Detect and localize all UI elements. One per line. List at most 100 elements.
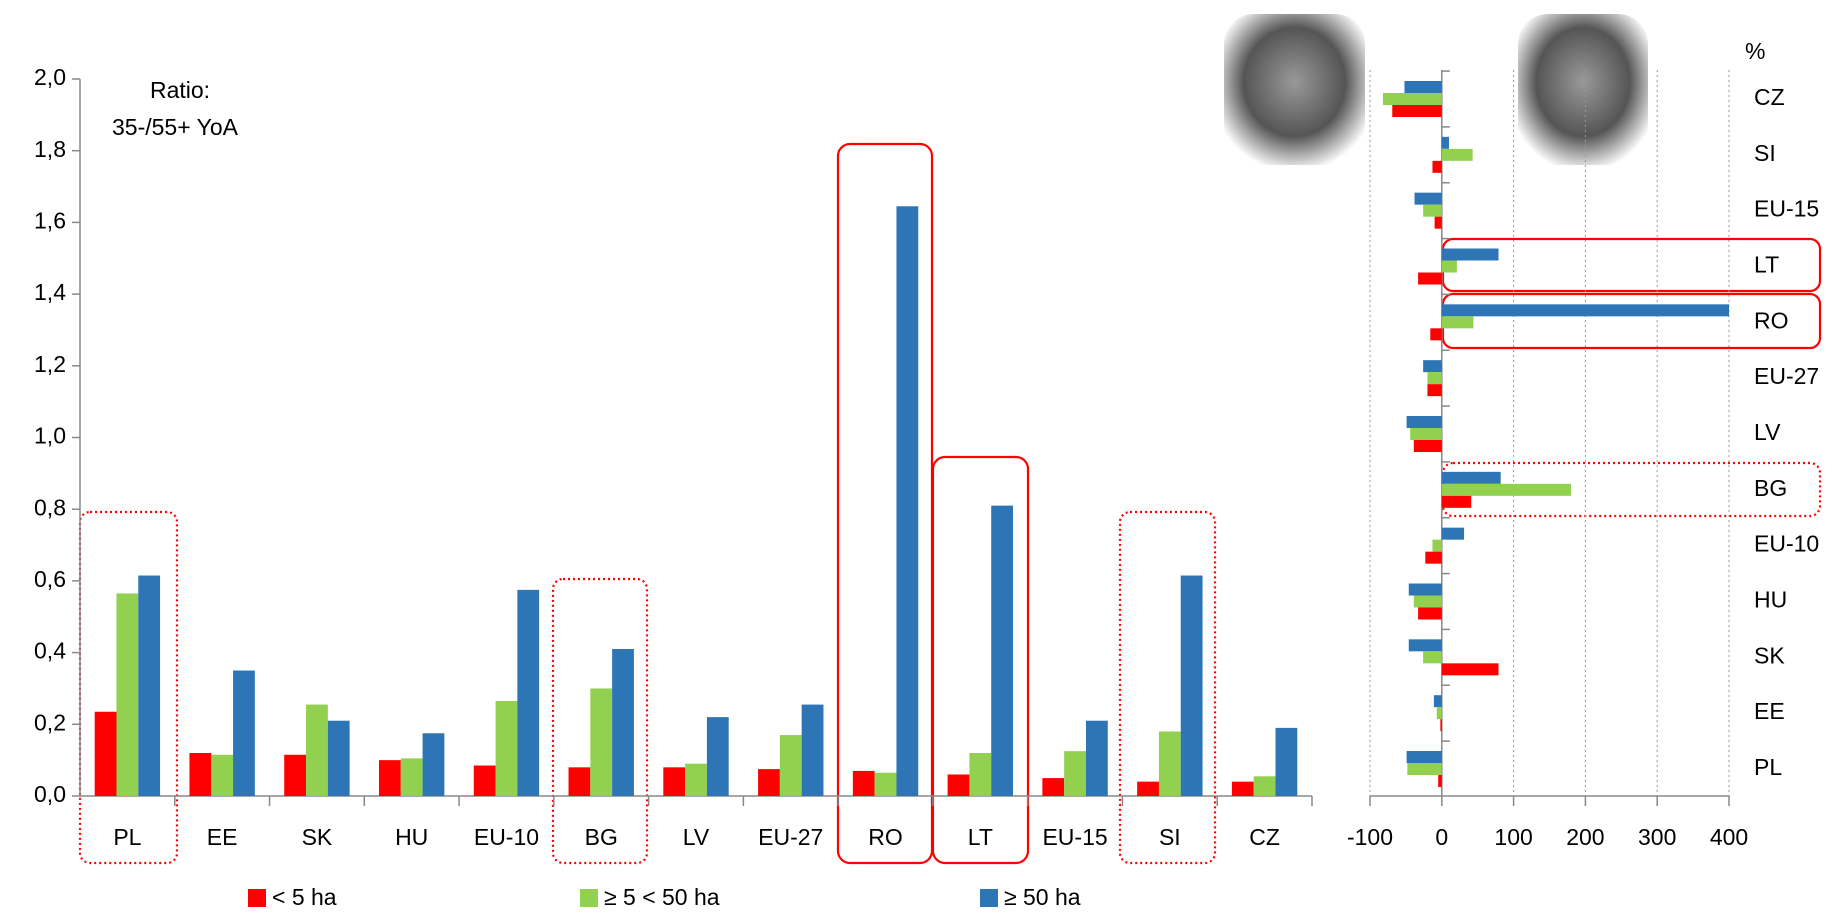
bar <box>1137 781 1159 796</box>
bar <box>1406 751 1442 763</box>
bar <box>1423 204 1442 217</box>
bar <box>1440 719 1442 732</box>
bar <box>1427 372 1442 385</box>
bar <box>685 763 707 796</box>
bar <box>1441 495 1472 508</box>
y-tick-label: EU-15 <box>1754 196 1819 222</box>
bar <box>1418 272 1442 285</box>
legend-label: < 5 ha <box>272 884 337 910</box>
y-tick-label: 1,8 <box>34 136 66 162</box>
highlight-box <box>1118 510 1217 865</box>
bar <box>422 733 445 796</box>
legend-label: ≥ 50 ha <box>1004 884 1081 910</box>
bar <box>517 589 540 796</box>
x-tick-label: PL <box>113 824 141 850</box>
bar <box>1427 384 1442 397</box>
bar <box>1413 595 1442 608</box>
bar <box>1407 763 1442 775</box>
annotation: 35-/55+ YoA <box>112 114 239 140</box>
y-tick-label: EE <box>1754 698 1785 724</box>
x-tick-label: BG <box>585 824 618 850</box>
bar <box>1432 539 1442 552</box>
bar <box>1410 428 1442 440</box>
x-tick-label: EU-15 <box>1042 824 1107 850</box>
bar <box>1438 775 1442 787</box>
bar <box>1432 160 1442 173</box>
bar <box>706 717 729 796</box>
bar <box>1441 148 1473 161</box>
bar <box>779 735 802 796</box>
y-tick-label: SK <box>1754 642 1785 668</box>
bar <box>1441 483 1572 496</box>
bar <box>568 767 591 796</box>
y-tick-label: SI <box>1754 140 1776 166</box>
x-tick-label: 400 <box>1710 824 1748 850</box>
x-tick-label: 300 <box>1638 824 1676 850</box>
bar <box>1436 707 1442 720</box>
y-tick-label: PL <box>1754 754 1782 780</box>
bar <box>896 206 919 796</box>
y-tick-label: 0,8 <box>34 494 66 520</box>
bar <box>1231 781 1254 796</box>
legend-swatch <box>248 889 266 907</box>
y-tick-label: 1,0 <box>34 423 66 449</box>
bar <box>211 754 234 796</box>
x-tick-label: EU-10 <box>474 824 539 850</box>
bar <box>991 505 1014 796</box>
bar <box>233 670 255 796</box>
bar <box>1418 607 1442 620</box>
x-tick-label: HU <box>395 824 428 850</box>
x-tick-label: EE <box>207 824 238 850</box>
bar <box>1413 440 1442 452</box>
y-tick-label: CZ <box>1754 84 1785 110</box>
bar <box>1423 360 1442 373</box>
bar <box>189 752 212 796</box>
legend-label: ≥ 5 < 50 ha <box>604 884 720 910</box>
x-tick-label: SI <box>1159 824 1181 850</box>
legend-swatch <box>980 889 998 907</box>
bar <box>1064 751 1086 796</box>
bar <box>306 704 328 796</box>
bar <box>473 765 496 796</box>
bar <box>116 593 139 796</box>
y-tick-label: 1,2 <box>34 351 66 377</box>
y-tick-label: RO <box>1754 307 1789 333</box>
bar <box>495 700 518 796</box>
photo-elder <box>1224 14 1365 165</box>
y-tick-label: LV <box>1754 419 1781 445</box>
bar <box>1404 81 1442 93</box>
bar <box>1441 136 1449 149</box>
bar <box>1441 527 1465 540</box>
bar <box>378 760 401 796</box>
bar <box>1441 260 1457 273</box>
bar <box>852 770 875 796</box>
bar <box>1085 720 1108 796</box>
y-tick-label: 0,0 <box>34 781 66 807</box>
bar <box>1414 192 1442 205</box>
bar <box>1441 304 1729 317</box>
bar <box>1441 316 1474 329</box>
x-tick-label: -100 <box>1347 824 1393 850</box>
unit-label: % <box>1745 38 1765 64</box>
bar <box>1392 105 1442 117</box>
x-tick-label: EU-27 <box>758 824 823 850</box>
y-tick-label: 2,0 <box>34 64 66 90</box>
bar <box>1441 248 1499 261</box>
highlight-box <box>931 455 1030 865</box>
bar <box>138 575 161 796</box>
bar <box>1158 731 1181 796</box>
bar <box>590 688 613 796</box>
legend-swatch <box>580 889 598 907</box>
annotation: Ratio: <box>150 77 210 103</box>
bar <box>874 772 897 796</box>
y-tick-label: HU <box>1754 587 1787 613</box>
bar <box>1441 663 1499 676</box>
y-tick-label: 1,6 <box>34 207 66 233</box>
bar <box>663 767 686 796</box>
bar <box>284 754 307 796</box>
y-tick-label: BG <box>1754 475 1787 501</box>
x-tick-label: SK <box>302 824 333 850</box>
bar <box>1275 727 1298 796</box>
y-tick-label: 0,6 <box>34 566 66 592</box>
